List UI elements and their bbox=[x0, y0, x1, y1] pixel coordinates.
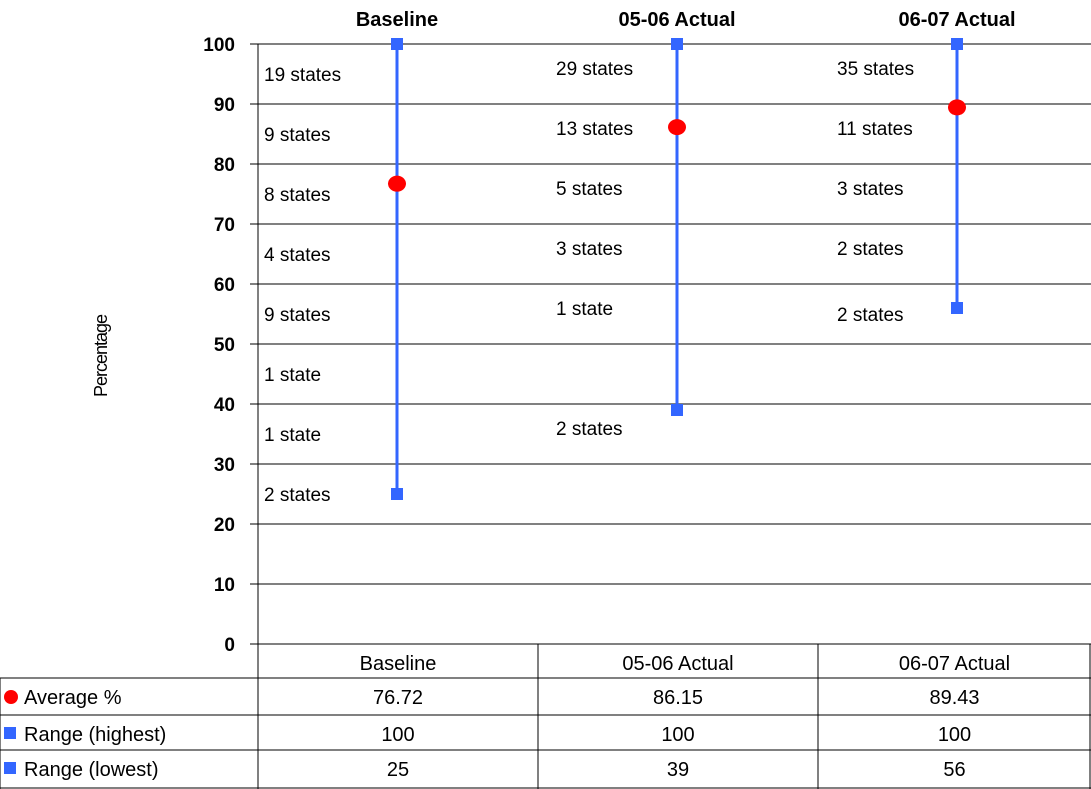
y-tick-label: 50 bbox=[214, 335, 235, 356]
band-label: 1 state bbox=[264, 425, 321, 446]
table-header-cell: Baseline bbox=[360, 653, 437, 675]
band-label: 2 states bbox=[837, 239, 904, 260]
band-label: 8 states bbox=[264, 185, 331, 206]
y-tick-label: 70 bbox=[214, 215, 235, 236]
band-label: 4 states bbox=[264, 245, 331, 266]
band-label: 1 state bbox=[264, 365, 321, 386]
table-value-cell: 100 bbox=[938, 724, 971, 746]
band-label: 2 states bbox=[264, 485, 331, 506]
range-highest-marker bbox=[951, 38, 963, 50]
range-highest-marker bbox=[391, 38, 403, 50]
table-value-cell: 100 bbox=[661, 724, 694, 746]
y-tick-label: 80 bbox=[214, 155, 235, 176]
legend-key-circle bbox=[4, 690, 18, 704]
band-label: 3 states bbox=[556, 239, 623, 260]
band-label: 35 states bbox=[837, 59, 914, 80]
table-value-cell: 86.15 bbox=[653, 687, 703, 709]
band-label: 3 states bbox=[837, 179, 904, 200]
band-label: 2 states bbox=[556, 419, 623, 440]
range-lowest-marker bbox=[951, 302, 963, 314]
table-value-cell: 76.72 bbox=[373, 687, 423, 709]
category-header: 06-07 Actual bbox=[898, 9, 1015, 31]
y-tick-label: 60 bbox=[214, 275, 235, 296]
range-highest-marker bbox=[671, 38, 683, 50]
table-row-label: Range (lowest) bbox=[24, 759, 159, 781]
table-value-cell: 39 bbox=[667, 759, 689, 781]
average-marker bbox=[948, 99, 966, 116]
category-header: 05-06 Actual bbox=[618, 9, 735, 31]
band-label: 2 states bbox=[837, 305, 904, 326]
table-value-cell: 56 bbox=[943, 759, 965, 781]
band-label: 11 states bbox=[837, 119, 913, 140]
table-header-cell: 05-06 Actual bbox=[622, 653, 733, 675]
band-label: 19 states bbox=[264, 65, 341, 86]
legend-key-square bbox=[4, 762, 16, 774]
category-header: Baseline bbox=[356, 9, 438, 31]
y-tick-label: 40 bbox=[214, 395, 235, 416]
table-row-label: Average % bbox=[24, 687, 122, 709]
y-tick-label: 0 bbox=[224, 635, 235, 656]
y-tick-label: 100 bbox=[203, 35, 235, 56]
band-label: 5 states bbox=[556, 179, 623, 200]
band-label: 29 states bbox=[556, 59, 633, 80]
y-axis-label: Percentage bbox=[91, 314, 111, 397]
legend-key-square bbox=[4, 727, 16, 739]
table-row-label: Range (highest) bbox=[24, 724, 166, 746]
table-value-cell: 100 bbox=[381, 724, 414, 746]
table-value-cell: 25 bbox=[387, 759, 409, 781]
table-value-cell: 89.43 bbox=[929, 687, 979, 709]
y-tick-label: 20 bbox=[214, 515, 235, 536]
table-header-cell: 06-07 Actual bbox=[899, 653, 1010, 675]
range-lowest-marker bbox=[671, 404, 683, 416]
band-label: 9 states bbox=[264, 125, 331, 146]
average-marker bbox=[388, 175, 406, 192]
band-label: 13 states bbox=[556, 119, 633, 140]
y-tick-label: 10 bbox=[214, 575, 235, 596]
band-label: 9 states bbox=[264, 305, 331, 326]
y-tick-label: 30 bbox=[214, 455, 235, 476]
band-label: 1 state bbox=[556, 299, 613, 320]
average-marker bbox=[668, 119, 686, 136]
y-tick-label: 90 bbox=[214, 95, 235, 116]
range-lowest-marker bbox=[391, 488, 403, 500]
